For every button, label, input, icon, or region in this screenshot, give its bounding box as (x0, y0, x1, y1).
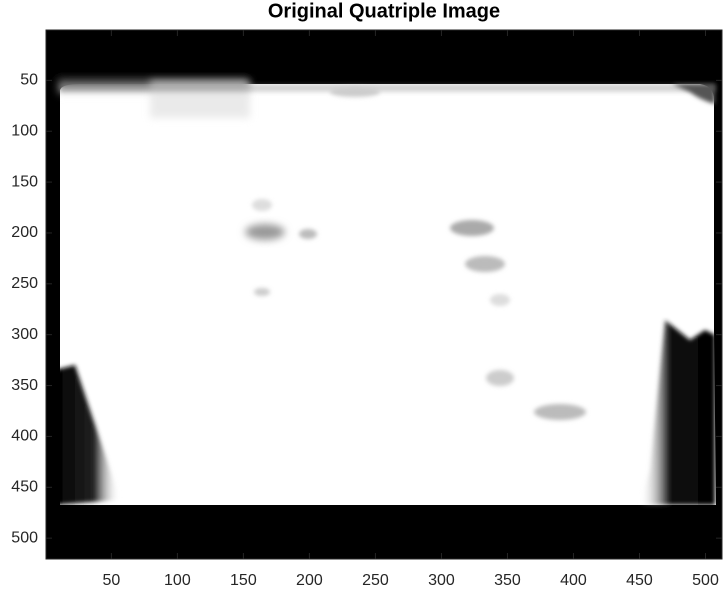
y-tick-label: 50 (20, 72, 38, 89)
chart-title: Original Quatriple Image (268, 0, 500, 22)
x-tick-label: 300 (428, 572, 455, 589)
x-tick-label: 350 (494, 572, 521, 589)
x-tick-label: 250 (362, 572, 389, 589)
x-tick-label: 150 (230, 572, 257, 589)
image (46, 30, 722, 559)
x-tick-label: 450 (626, 572, 653, 589)
y-tick-label: 300 (11, 326, 38, 343)
x-tick-label: 200 (296, 572, 323, 589)
y-tick-label: 500 (11, 529, 38, 546)
y-tick-label: 250 (11, 275, 38, 292)
x-tick-label: 100 (164, 572, 191, 589)
y-tick-label: 200 (11, 224, 38, 241)
y-tick-label: 450 (11, 478, 38, 495)
axes-box (45, 29, 723, 560)
y-tick-label: 100 (11, 122, 38, 139)
y-tick-label: 350 (11, 377, 38, 394)
x-tick-label: 400 (560, 572, 587, 589)
x-tick-label: 50 (102, 572, 120, 589)
x-tick-label: 500 (692, 572, 719, 589)
y-tick-label: 150 (11, 173, 38, 190)
y-tick-label: 400 (11, 428, 38, 445)
